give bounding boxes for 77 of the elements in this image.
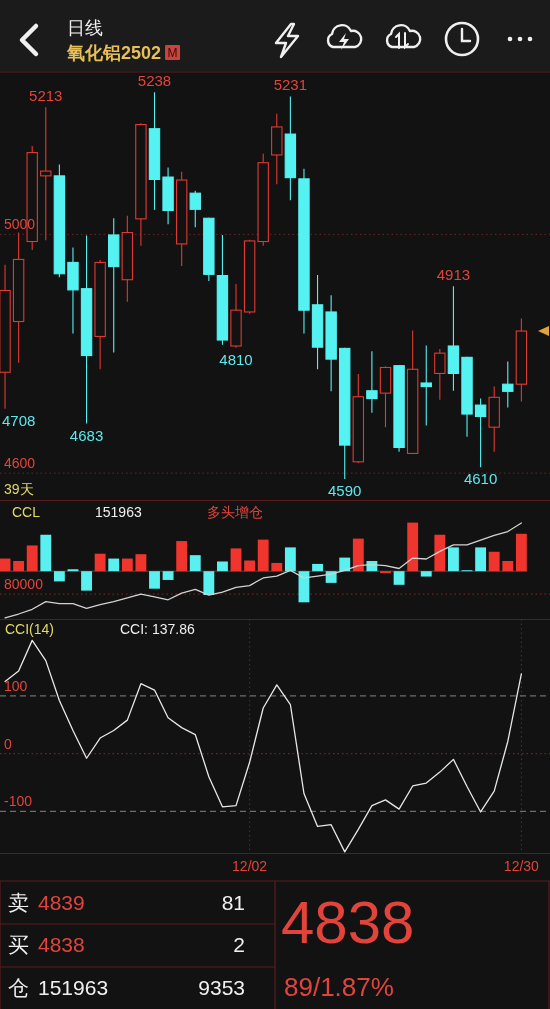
bar <box>26 545 38 572</box>
bar <box>135 554 147 572</box>
extreme-label: 4610 <box>463 470 498 488</box>
text: 2 <box>233 933 245 956</box>
extreme-label: 4913 <box>436 266 471 284</box>
candlestick <box>366 350 378 414</box>
bar <box>393 571 405 585</box>
bar <box>434 534 446 572</box>
bar <box>271 562 283 572</box>
bar <box>162 571 174 580</box>
ytick: -100 <box>4 793 33 810</box>
bar <box>203 571 215 596</box>
annotation: 80000 <box>4 576 44 592</box>
ytick: 0 <box>4 735 12 752</box>
chart-title: CCI(14) <box>5 621 55 637</box>
candlestick <box>420 344 432 426</box>
bar <box>502 560 514 572</box>
candlestick <box>189 190 201 228</box>
text: 买 <box>8 933 29 956</box>
chart-title: CCL <box>12 504 41 520</box>
bar <box>257 539 269 572</box>
text: 仓 <box>8 976 29 999</box>
bar <box>121 558 133 572</box>
chart-title: 氧化铝2502 <box>66 43 162 63</box>
xtick: 12/02 <box>232 858 268 874</box>
bar <box>407 522 419 572</box>
bar <box>149 571 160 589</box>
candlestick <box>40 106 52 241</box>
extreme-label: 5231 <box>273 76 308 94</box>
bar <box>244 560 256 572</box>
text: 多头增仓 <box>207 504 263 520</box>
text: 81 <box>221 891 245 914</box>
candlestick <box>434 348 446 401</box>
bar <box>475 547 487 572</box>
text: 151963 <box>95 504 142 520</box>
bar <box>515 533 527 572</box>
bar <box>0 558 11 572</box>
candlestick <box>502 360 514 409</box>
bar <box>81 571 92 591</box>
bar <box>284 547 296 572</box>
bar <box>176 541 188 572</box>
extreme-label: 4683 <box>69 426 104 444</box>
chart-subtitle: 日线 <box>67 18 103 38</box>
text: 89/1.87% <box>284 972 394 1002</box>
bar <box>94 553 106 572</box>
text: 4839 <box>38 891 85 914</box>
ytick: 4600 <box>4 455 36 472</box>
extreme-label: 5213 <box>29 87 63 105</box>
bar <box>217 561 228 572</box>
extreme-label: 4810 <box>219 350 253 368</box>
text: 卖 <box>8 891 29 914</box>
extreme-label: 4590 <box>328 482 362 500</box>
text: 4838 <box>38 933 85 956</box>
bar <box>53 571 65 582</box>
bar <box>488 551 500 572</box>
annotation: 4708 <box>2 412 36 429</box>
bar <box>108 558 120 572</box>
text: 151963 <box>38 976 109 999</box>
extreme-label: 5238 <box>137 72 172 90</box>
annotation: CCI: 137.86 <box>120 621 195 637</box>
bar <box>448 547 459 572</box>
text: 9353 <box>198 976 245 999</box>
bar <box>420 571 432 577</box>
text: 4838 <box>281 889 415 956</box>
bar <box>189 555 201 572</box>
bar <box>13 560 25 572</box>
bar <box>325 571 337 583</box>
bar <box>40 534 52 572</box>
bar <box>352 538 364 572</box>
bar <box>312 563 323 572</box>
bar <box>230 548 242 572</box>
ytick: 100 <box>4 677 28 694</box>
annotation: 39天 <box>4 481 34 497</box>
xtick: 12/30 <box>503 858 539 874</box>
badge: M <box>165 45 181 60</box>
bar <box>339 557 351 572</box>
candlestick <box>474 397 487 468</box>
